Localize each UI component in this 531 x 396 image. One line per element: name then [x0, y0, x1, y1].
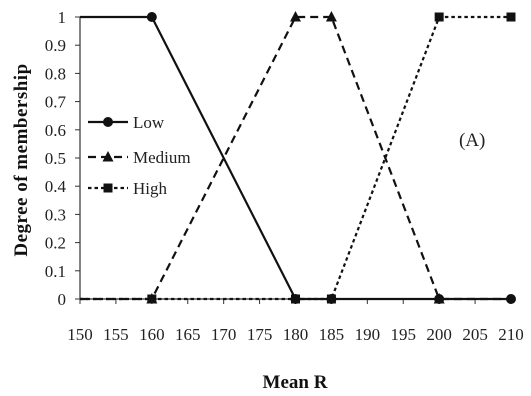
- x-tick-label: 165: [175, 325, 201, 344]
- x-tick-labels: 150 155 160 165 170 175 180 185 190 195 200 205 210: [67, 325, 524, 344]
- marker-high: [434, 12, 444, 22]
- marker-low: [146, 12, 157, 22]
- y-tick-label: 0.3: [45, 205, 66, 224]
- legend: Low Medium High: [88, 113, 191, 198]
- y-tick-label: 0.7: [45, 93, 67, 112]
- y-axis-label: Degree of membership: [11, 63, 32, 256]
- x-tick-label: 185: [319, 325, 345, 344]
- y-tick-labels: 0 0.1 0.2 0.3 0.4 0.5 0.6 0.7 0.8 0.9 1: [45, 8, 67, 309]
- series-markers: [146, 11, 516, 304]
- x-tick-label: 150: [67, 325, 93, 344]
- legend-marker-high: [103, 183, 113, 193]
- y-tick-label: 0.8: [45, 64, 66, 83]
- y-tick-label: 0: [58, 290, 67, 309]
- marker-medium: [325, 11, 337, 22]
- y-tick-label: 0.6: [45, 121, 66, 140]
- y-tick-label: 0.2: [45, 234, 66, 253]
- x-tick-label: 175: [247, 325, 273, 344]
- series-line-high: [80, 15, 511, 301]
- y-tick-label: 1: [58, 8, 67, 27]
- x-tick-label: 190: [355, 325, 381, 344]
- legend-marker-low: [103, 117, 113, 127]
- x-tick-label: 195: [391, 325, 417, 344]
- legend-label-high: High: [133, 179, 168, 198]
- y-tick-label: 0.4: [45, 177, 67, 196]
- legend-marker-medium: [102, 151, 114, 162]
- y-tick-label: 0.9: [45, 36, 66, 55]
- panel-annotation: (A): [459, 130, 485, 151]
- x-tick-label: 155: [103, 325, 129, 344]
- x-tick-label: 210: [498, 325, 524, 344]
- x-tick-label: 160: [139, 325, 165, 344]
- x-tick-label: 180: [283, 325, 309, 344]
- marker-medium: [290, 11, 301, 22]
- legend-label-medium: Medium: [133, 148, 191, 167]
- x-tick-label: 200: [426, 325, 452, 344]
- marker-high: [147, 294, 157, 304]
- y-tick-label: 0.1: [45, 262, 66, 281]
- y-tick-label: 0.5: [45, 149, 66, 168]
- x-tick-label: 170: [211, 325, 237, 344]
- series-lines: [80, 15, 511, 301]
- x-axis-label: Mean R: [263, 372, 328, 393]
- marker-low: [506, 294, 516, 304]
- marker-high: [506, 12, 516, 22]
- series-line-low: [80, 15, 511, 301]
- legend-label-low: Low: [133, 113, 165, 132]
- marker-high: [291, 294, 300, 304]
- x-tick-label: 205: [462, 325, 488, 344]
- marker-medium: [433, 293, 445, 304]
- marker-high: [326, 294, 336, 304]
